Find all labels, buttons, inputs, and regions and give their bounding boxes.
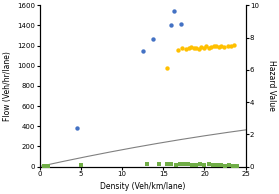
- Point: [231, 164, 235, 167]
- Point: [184, 48, 189, 51]
- Point: [209, 45, 213, 48]
- Point: [74, 127, 79, 130]
- Point: [210, 163, 215, 166]
- X-axis label: Density (Veh/km/lane): Density (Veh/km/lane): [100, 182, 185, 191]
- Point: [172, 10, 176, 13]
- Point: [215, 163, 219, 166]
- Point: [235, 164, 240, 167]
- Point: [140, 49, 145, 52]
- Point: [206, 163, 211, 166]
- Point: [78, 164, 83, 167]
- Point: [227, 164, 232, 167]
- Point: [165, 162, 170, 165]
- Point: [219, 164, 223, 167]
- Point: [157, 163, 161, 166]
- Point: [45, 165, 50, 168]
- Point: [169, 163, 174, 166]
- Point: [165, 66, 170, 69]
- Point: [41, 164, 46, 167]
- Point: [151, 37, 156, 40]
- Point: [199, 46, 203, 49]
- Point: [187, 47, 191, 50]
- Y-axis label: Hazard Value: Hazard Value: [267, 61, 276, 111]
- Point: [204, 45, 208, 48]
- Point: [191, 46, 196, 49]
- Point: [201, 47, 206, 50]
- Point: [176, 48, 180, 51]
- Point: [179, 23, 184, 26]
- Point: [216, 46, 221, 49]
- Point: [186, 163, 190, 166]
- Point: [189, 46, 194, 49]
- Point: [145, 163, 149, 166]
- Point: [225, 45, 230, 48]
- Point: [214, 44, 218, 47]
- Point: [229, 45, 233, 48]
- Y-axis label: Flow (Veh/hr/lane): Flow (Veh/hr/lane): [3, 51, 12, 121]
- Point: [202, 163, 207, 166]
- Point: [223, 164, 227, 167]
- Point: [194, 47, 198, 50]
- Point: [169, 24, 174, 27]
- Point: [219, 45, 223, 48]
- Point: [232, 43, 236, 47]
- Point: [198, 162, 203, 165]
- Point: [182, 163, 186, 166]
- Point: [177, 162, 182, 165]
- Point: [180, 47, 184, 50]
- Point: [196, 47, 201, 50]
- Point: [173, 163, 178, 166]
- Point: [206, 47, 211, 50]
- Point: [190, 163, 194, 166]
- Point: [222, 46, 227, 49]
- Point: [211, 45, 216, 48]
- Point: [194, 163, 198, 166]
